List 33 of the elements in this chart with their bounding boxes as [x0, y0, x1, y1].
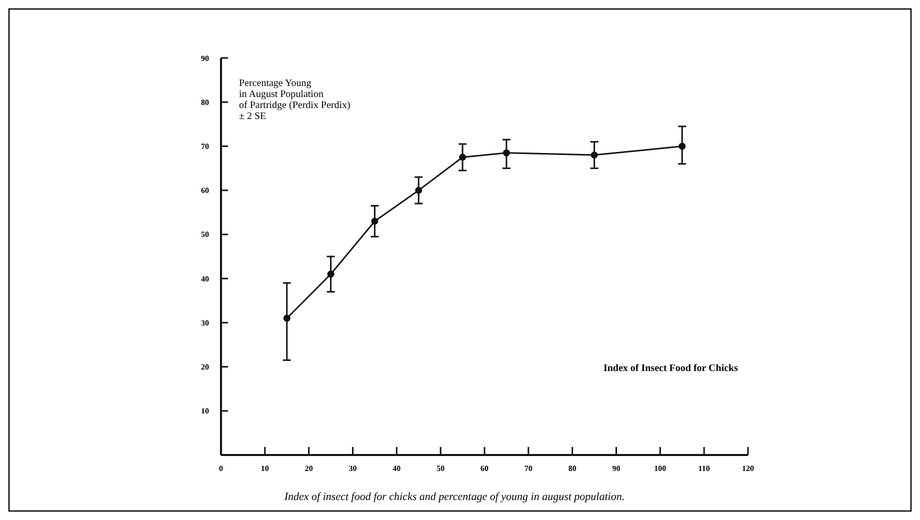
- point: [283, 314, 290, 322]
- y-tick-label: 70: [201, 142, 209, 152]
- x-tick-label: 60: [480, 464, 488, 473]
- x-tick-label: 70: [524, 464, 532, 473]
- x-tick-label: 40: [392, 464, 401, 473]
- y-tick-label: 40: [201, 274, 209, 284]
- point: [502, 149, 510, 156]
- x-axis-title: Index of Insect Food for Chicks: [603, 363, 738, 374]
- point: [415, 186, 422, 194]
- y-tick-label: 60: [201, 186, 209, 196]
- x-tick-label: 80: [568, 464, 576, 473]
- x-tick-label: 110: [698, 464, 710, 473]
- point: [590, 152, 598, 159]
- y-tick-label: 20: [201, 362, 209, 372]
- x-tick-label: 100: [654, 464, 666, 473]
- point: [327, 270, 334, 278]
- y-tick-label: 50: [201, 230, 209, 240]
- point: [678, 142, 686, 150]
- y-tick-label: 10: [201, 406, 209, 416]
- y-axis-title: Percentage Young in August Population of Partridge (Perdix Perdix) ± 2 SE: [239, 78, 350, 122]
- x-tick-label: 0: [219, 464, 223, 473]
- x-tick-label: 10: [260, 464, 269, 473]
- y-tick-label: 30: [201, 318, 209, 328]
- point: [371, 218, 378, 225]
- x-tick-label: 20: [304, 464, 313, 473]
- y-tick-label: 80: [201, 98, 209, 107]
- y-tick-label: 90: [201, 54, 209, 63]
- x-tick-label: 120: [742, 464, 754, 473]
- point: [459, 154, 466, 161]
- text: Index of insect food for chicks and percentage of young in august population.: [283, 491, 625, 503]
- x-tick-label: 90: [612, 464, 620, 473]
- x-tick-label: 30: [348, 464, 357, 473]
- x-tick-label: 50: [436, 464, 445, 473]
